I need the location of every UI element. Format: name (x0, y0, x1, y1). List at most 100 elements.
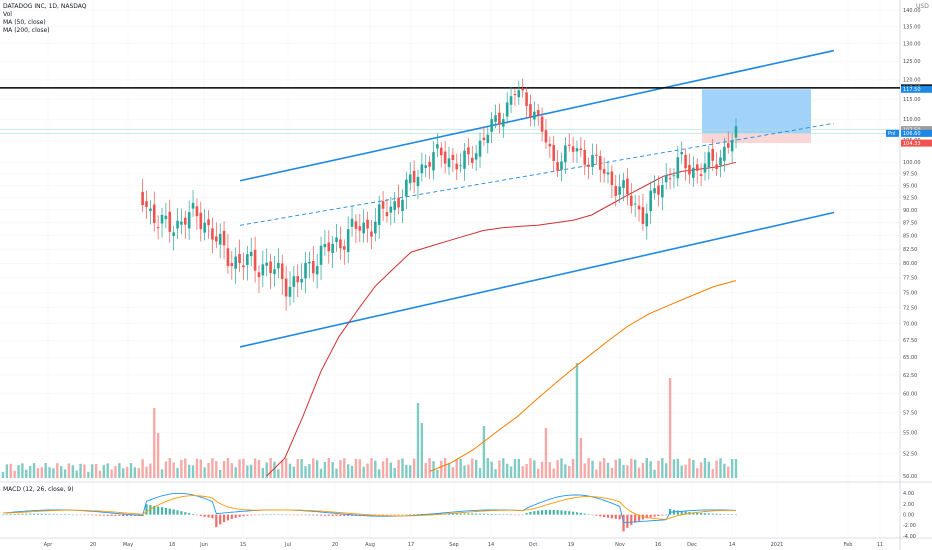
candle-body (470, 157, 474, 163)
macd-histogram-bar (63, 514, 67, 515)
volume-bar (346, 464, 350, 478)
volume-bar (602, 458, 606, 478)
volume-bar (79, 463, 82, 478)
macd-legend: MACD (12, 26, close, 9) (3, 486, 74, 493)
volume-bar (141, 459, 144, 478)
volume-bar (474, 459, 478, 478)
candle-body (292, 276, 296, 287)
candle-body (408, 174, 412, 184)
x-tick-label: 20 (90, 542, 96, 548)
volume-bar (498, 460, 501, 478)
candle-body (222, 230, 226, 246)
candle-body (439, 147, 443, 156)
volume-bar (40, 467, 43, 478)
volume-bar (564, 464, 567, 478)
macd-histogram-bar (544, 509, 548, 515)
x-tick-label: 11 (877, 542, 883, 548)
price-tag-bg (901, 126, 932, 134)
volume-bar (502, 458, 505, 478)
y-tick-label: 55.00 (903, 431, 917, 437)
macd-histogram-bar (106, 514, 109, 516)
macd-histogram-bar (634, 514, 637, 523)
volume-bar (680, 465, 683, 478)
volume-bar (277, 469, 280, 478)
macd-histogram-bar (180, 511, 183, 515)
y-tick-label: 72.50 (903, 306, 917, 312)
macd-tick-label: -4.00 (903, 534, 916, 540)
volume-bar (238, 459, 241, 478)
candle-body (680, 151, 684, 155)
volume-bar (195, 458, 199, 478)
macd-histogram-bar (509, 514, 513, 516)
candle-body (540, 116, 544, 132)
x-tick-label: 14 (729, 542, 735, 548)
volume-bar (614, 459, 617, 478)
volume-bar (211, 458, 214, 478)
volume-bar (517, 458, 521, 478)
macd-histogram-bar (160, 507, 164, 515)
candle-body (602, 169, 606, 174)
volume-bar (420, 423, 424, 478)
trend-channel[interactable] (0, 49, 900, 348)
candle-body (230, 263, 234, 267)
macd-histogram-bar (323, 514, 326, 516)
candle-body (645, 213, 649, 227)
candle-body (370, 231, 373, 237)
candle-body (490, 119, 493, 132)
pnl-badge-bg (886, 129, 899, 137)
macd-histogram-bar (482, 513, 486, 515)
x-tick-label: May (123, 542, 133, 548)
candle-body (734, 126, 738, 138)
volume-bar (575, 363, 579, 478)
macd-histogram-bar (285, 514, 288, 516)
macd-histogram-bar (540, 510, 544, 515)
volume-bar (533, 460, 536, 478)
macd-histogram-bar (164, 507, 167, 515)
candle-body (149, 208, 152, 212)
macd-histogram-bar (579, 512, 582, 515)
macd-histogram-bar (537, 510, 540, 515)
volume-bar (688, 458, 691, 478)
macd-histogram-bar (172, 509, 175, 515)
candle-body (467, 147, 470, 155)
candle-body (629, 195, 633, 206)
volume-bar (568, 465, 571, 478)
macd-histogram-bar (316, 514, 319, 516)
macd-histogram-bar (696, 512, 699, 515)
volume-bar (296, 459, 299, 478)
volume-bars (1, 363, 738, 478)
volume-bar (381, 461, 385, 478)
candle-body (583, 149, 587, 165)
y-tick-label: 90.00 (903, 208, 917, 214)
macd-histogram-bar (238, 514, 241, 517)
volume-bar (664, 463, 668, 478)
macd-histogram-bar (56, 514, 59, 515)
candle-body (676, 157, 680, 179)
macd-histogram-bar (502, 514, 505, 515)
channel-mid-line (239, 122, 835, 226)
candle-body (397, 197, 400, 208)
macd-histogram-bar (529, 511, 532, 515)
candle-body (692, 167, 695, 178)
macd-histogram-bar (420, 514, 423, 515)
candle-body (249, 251, 253, 257)
candle-body (575, 148, 579, 152)
volume-bar (490, 461, 493, 478)
volume-bar (436, 469, 439, 478)
candle-body (684, 154, 687, 169)
candle-body (571, 146, 575, 152)
volume-bar (591, 460, 594, 478)
volume-bar (67, 463, 71, 478)
candle-body (385, 212, 389, 217)
volume-bar (401, 458, 404, 478)
x-tick-label: Oct (529, 542, 538, 548)
macd-histogram-bar (195, 514, 199, 516)
y-tick-label: 85.00 (903, 234, 917, 240)
candle-body (331, 243, 334, 253)
macd-histogram-bar (626, 514, 629, 528)
x-tick-label: Jul (284, 542, 291, 548)
volume-bar (440, 460, 443, 478)
legend-ma50: MA (50, close) (3, 19, 46, 26)
candle-body (482, 137, 486, 140)
